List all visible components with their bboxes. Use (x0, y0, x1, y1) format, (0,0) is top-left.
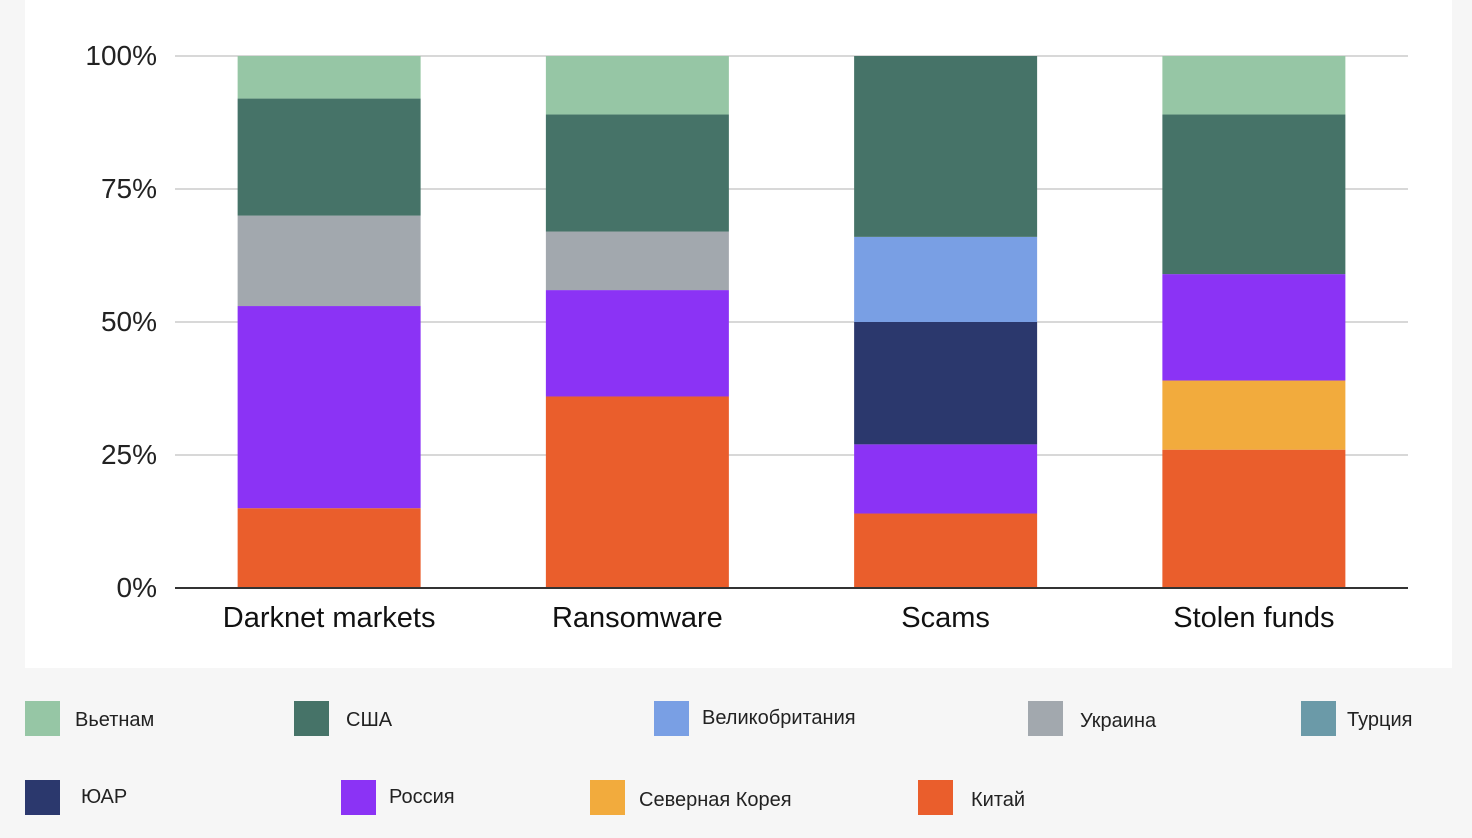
legend-swatch (25, 701, 60, 736)
bar-segment (1162, 114, 1346, 275)
bar-segment (237, 215, 421, 307)
bar-segment (545, 231, 729, 291)
legend-label: Украина (1080, 710, 1157, 732)
bar-segment (545, 396, 729, 588)
legend-swatch (1028, 701, 1063, 736)
bar-segment (854, 322, 1038, 445)
y-tick-label: 100% (85, 40, 157, 71)
bar-segment (237, 306, 421, 509)
bar-segment (854, 56, 1038, 237)
bar-segment (854, 444, 1038, 514)
bar-segment (545, 114, 729, 232)
bar-segment (1162, 274, 1346, 381)
chart-panel: 0% 25% 50% 75% 100% Darknet markets Ransomware… (25, 0, 1452, 668)
legend-label: Северная Корея (639, 789, 792, 811)
legend-label: Вьетнам (75, 709, 155, 731)
legend-swatch (1301, 701, 1336, 736)
x-tick-label: Stolen funds (1173, 602, 1334, 634)
bar-segment (1162, 449, 1346, 588)
bar-segment (237, 98, 421, 216)
legend-swatch (294, 701, 329, 736)
y-tick-label: 75% (101, 173, 157, 204)
legend-swatch (341, 780, 376, 815)
x-tick-label: Scams (901, 602, 990, 634)
x-tick-label: Darknet markets (223, 602, 436, 634)
bar-segment (237, 508, 421, 588)
legend-swatch (654, 701, 689, 736)
legend-label: Турция (1347, 709, 1413, 731)
bar-segment (545, 56, 729, 115)
bar-segment (1162, 380, 1346, 450)
bar-segment (854, 236, 1038, 322)
legend-swatch (918, 780, 953, 815)
axes: 0% 25% 50% 75% 100% Darknet markets Ransomware… (85, 40, 1408, 634)
bar-segment (237, 56, 421, 99)
x-tick-label: Ransomware (552, 602, 723, 634)
bar-segment (854, 513, 1038, 588)
bar-segment (1162, 56, 1346, 115)
bars (237, 56, 1346, 588)
legend-label: США (346, 709, 393, 731)
legend-swatch (25, 780, 60, 815)
y-tick-label: 0% (117, 572, 157, 603)
stacked-bar-chart: 0% 25% 50% 75% 100% Darknet markets Ransomware… (85, 40, 1408, 634)
legend-label: Китай (971, 789, 1026, 811)
legend-swatch (590, 780, 625, 815)
y-tick-label: 50% (101, 306, 157, 337)
legend-label: ЮАР (81, 786, 128, 808)
bar-segment (545, 290, 729, 397)
legend-label: Россия (389, 786, 455, 808)
y-tick-label: 25% (101, 439, 157, 470)
legend-label: Великобритания (702, 707, 856, 729)
